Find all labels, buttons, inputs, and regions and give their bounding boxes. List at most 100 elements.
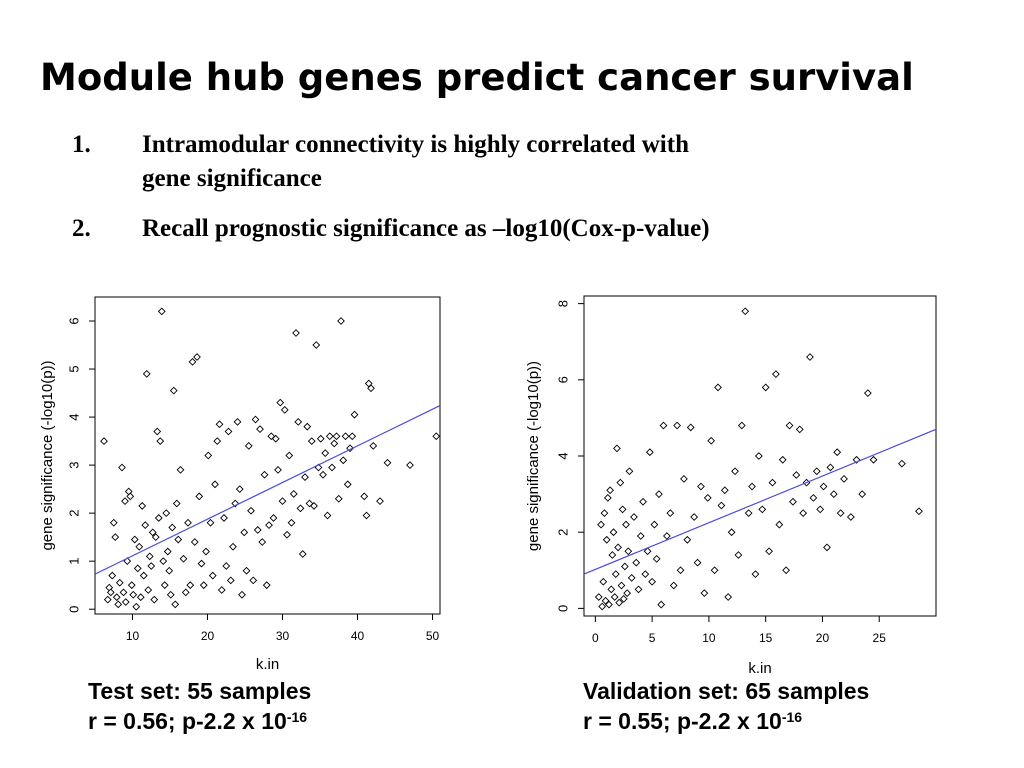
data-point bbox=[627, 574, 636, 582]
data-point bbox=[676, 566, 685, 575]
data-point bbox=[597, 520, 605, 529]
data-point bbox=[138, 502, 147, 510]
data-point bbox=[697, 482, 705, 491]
data-point bbox=[792, 471, 801, 479]
data-point bbox=[751, 570, 760, 578]
data-point bbox=[775, 520, 784, 529]
data-point bbox=[215, 420, 224, 429]
data-point bbox=[666, 509, 675, 518]
test-set-caption: Test set: 55 samples r = 0.56; p-2.2 x 1… bbox=[88, 676, 311, 736]
data-point bbox=[648, 577, 657, 586]
data-point bbox=[148, 528, 157, 537]
data-point bbox=[135, 542, 144, 551]
data-point bbox=[103, 595, 112, 604]
data-point bbox=[100, 437, 108, 445]
data-point bbox=[265, 521, 273, 530]
data-point bbox=[154, 514, 163, 522]
data-point bbox=[247, 506, 255, 515]
data-point bbox=[625, 467, 634, 476]
data-point bbox=[190, 538, 199, 546]
data-point bbox=[287, 518, 296, 527]
data-point bbox=[615, 598, 624, 607]
y-axis-label: gene significance (-log10(p)) bbox=[39, 360, 56, 550]
x-tick-label: 25 bbox=[873, 631, 887, 645]
slide-title: Module hub genes predict cancer survival bbox=[40, 56, 914, 99]
data-points bbox=[594, 307, 923, 611]
data-point bbox=[157, 307, 166, 316]
data-point bbox=[220, 514, 228, 522]
data-point bbox=[126, 492, 135, 501]
data-point bbox=[799, 509, 808, 518]
data-point bbox=[133, 564, 142, 573]
data-point bbox=[362, 511, 371, 520]
data-point bbox=[826, 463, 835, 472]
x-tick-label: 0 bbox=[592, 631, 599, 645]
data-point bbox=[622, 520, 630, 529]
data-point bbox=[406, 461, 414, 469]
data-point bbox=[162, 509, 171, 518]
data-point bbox=[276, 398, 285, 407]
data-point bbox=[179, 554, 188, 563]
regression-line bbox=[583, 428, 937, 575]
data-point bbox=[235, 485, 244, 494]
caption-line: r = 0.56; p-2.2 x 10-16 bbox=[88, 706, 311, 736]
data-point bbox=[601, 596, 610, 605]
data-point bbox=[690, 513, 699, 521]
data-point bbox=[136, 593, 145, 602]
data-point bbox=[150, 595, 159, 604]
data-point bbox=[111, 533, 120, 542]
data-point bbox=[159, 557, 168, 566]
data-point bbox=[636, 532, 645, 540]
data-point bbox=[650, 520, 659, 529]
data-point bbox=[186, 581, 195, 590]
data-point bbox=[130, 535, 139, 544]
data-point bbox=[657, 600, 666, 609]
data-point bbox=[262, 581, 271, 590]
data-point bbox=[748, 482, 756, 491]
data-point bbox=[319, 470, 327, 479]
data-point bbox=[292, 329, 300, 337]
data-point bbox=[376, 497, 384, 506]
data-point bbox=[829, 490, 838, 498]
data-point bbox=[172, 499, 181, 508]
data-point bbox=[655, 490, 663, 498]
data-point bbox=[734, 551, 743, 559]
data-point bbox=[898, 459, 906, 468]
caption-exponent: -16 bbox=[286, 709, 308, 725]
data-point bbox=[632, 558, 641, 567]
data-point bbox=[367, 384, 375, 393]
data-point bbox=[160, 581, 169, 590]
data-point bbox=[139, 571, 148, 580]
data-point bbox=[294, 417, 303, 426]
data-point bbox=[132, 602, 141, 611]
y-tick-label: 4 bbox=[555, 452, 570, 459]
data-point bbox=[616, 478, 625, 487]
data-point bbox=[233, 417, 242, 426]
data-point bbox=[280, 405, 289, 414]
data-point bbox=[823, 543, 831, 552]
data-point bbox=[156, 437, 165, 445]
data-point bbox=[659, 421, 668, 430]
data-point bbox=[181, 588, 190, 597]
y-axis-label: gene significance (-log10(p)) bbox=[525, 361, 542, 551]
data-point bbox=[608, 551, 617, 559]
y-tick-label: 0 bbox=[66, 606, 81, 613]
caption-exponent: -16 bbox=[781, 709, 803, 725]
data-point bbox=[166, 590, 175, 599]
data-point bbox=[816, 505, 825, 514]
data-point bbox=[310, 502, 318, 510]
data-point bbox=[607, 585, 616, 594]
x-tick-label: 10 bbox=[126, 629, 140, 643]
data-point bbox=[663, 532, 671, 540]
data-point bbox=[618, 505, 627, 514]
bullet-item-2: 2. Recall prognostic significance as –lo… bbox=[72, 212, 972, 246]
data-point bbox=[639, 497, 647, 506]
data-point bbox=[673, 421, 681, 430]
data-point bbox=[602, 535, 611, 544]
data-point bbox=[703, 494, 712, 502]
y-tick-label: 1 bbox=[66, 558, 81, 565]
data-point bbox=[204, 451, 213, 460]
data-point bbox=[114, 600, 123, 609]
bullet-text: Recall prognostic significance as –log10… bbox=[142, 212, 972, 246]
